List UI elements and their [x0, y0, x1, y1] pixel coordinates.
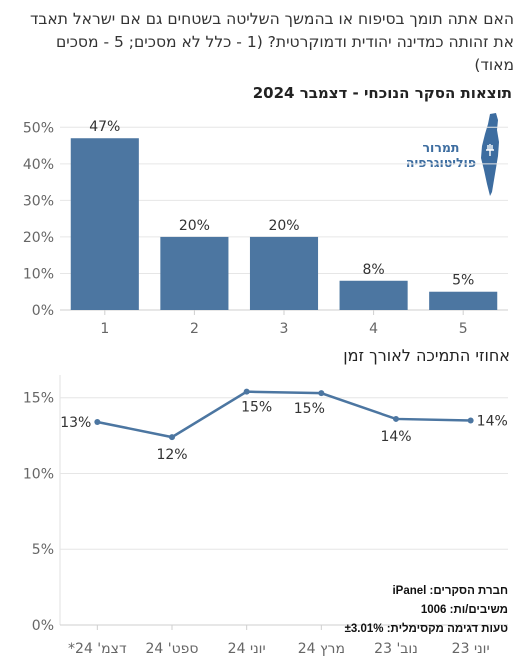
x-tick-label: דצמ' 24* [68, 641, 127, 657]
line-point [318, 390, 325, 397]
survey-respondents: משיבים/ות: 1006 [420, 604, 508, 616]
bar-data-label: 8% [362, 262, 384, 278]
point-data-label: 12% [156, 447, 187, 463]
x-tick-label: 3 [280, 321, 289, 337]
y-tick-label: 0% [32, 618, 54, 634]
point-data-label: 13% [60, 415, 91, 431]
line-point [393, 415, 399, 422]
point-data-label: 14% [477, 413, 508, 429]
y-tick-label: 20% [23, 230, 54, 246]
line-point [169, 434, 175, 441]
menorah-icon [486, 144, 494, 156]
point-data-label: 14% [380, 429, 411, 445]
logo-text: תמרור פוליטוגרפיה [402, 140, 480, 170]
y-tick-label: 10% [23, 266, 54, 282]
x-tick-label: יוני 24 [228, 641, 266, 657]
bar-data-label: 20% [268, 218, 299, 234]
survey-footer: חברת הסקרים: iPanel משיבים/ות: 1006 טעות… [345, 582, 508, 639]
y-tick-label: 10% [23, 466, 54, 482]
bar-data-label: 47% [89, 119, 120, 135]
line-point [243, 388, 250, 395]
trend-line-chart: 0% 5% 10% 15% 14% יוני 23 14% נוב' 23 15% מרץ 24 1… [23, 375, 508, 657]
logo-line-1: תמרור [422, 140, 460, 155]
bar [339, 280, 408, 310]
question-text: האם אתה תומך בסיפוח או בהמשך השליטה בשטח… [29, 10, 514, 74]
trend-line [97, 390, 471, 439]
survey-error-margin: טעות דגימה מקסימלית: ±3.01% [344, 623, 508, 635]
x-tick-label: מרץ 24 [298, 641, 345, 657]
y-tick-label: 50% [23, 120, 54, 136]
x-tick-label: 2 [190, 321, 199, 337]
x-tick-label: 5 [459, 321, 468, 337]
distribution-bar-chart: 0% 10% 20% 30% 40% 50% 47% 1 20% 2 20% 3 8% 4 5% 5 [23, 119, 508, 337]
logo [481, 113, 499, 196]
bar [160, 236, 229, 310]
y-tick-label: 30% [23, 193, 54, 209]
survey-subtitle: תוצאות הסקר הנוכחי - דצמבר 2024 [252, 84, 512, 102]
point-data-label: 15% [241, 400, 272, 416]
x-tick-label: נוב' 23 [374, 641, 418, 657]
bar [429, 291, 498, 310]
y-tick-label: 0% [32, 303, 54, 319]
x-tick-label: יוני 23 [452, 641, 490, 657]
bar [70, 138, 139, 310]
y-tick-label: 15% [23, 391, 54, 407]
x-tick-label: 1 [100, 321, 109, 337]
point-data-label: 15% [294, 401, 325, 417]
y-tick-label: 5% [32, 542, 54, 558]
bar-data-label: 20% [179, 218, 210, 234]
logo-line-2: פוליטוגרפיה [405, 155, 477, 170]
bar-data-label: 5% [452, 273, 474, 289]
line-point [467, 417, 474, 424]
bar [249, 236, 319, 310]
trend-title: אחוזי התמיכה לאורך זמן [343, 346, 510, 365]
line-point [94, 418, 101, 425]
y-tick-label: 40% [23, 157, 54, 173]
x-tick-label: 4 [369, 321, 378, 337]
x-tick-label: ספט' 24 [145, 641, 198, 657]
survey-company: חברת הסקרים: iPanel [392, 585, 508, 597]
